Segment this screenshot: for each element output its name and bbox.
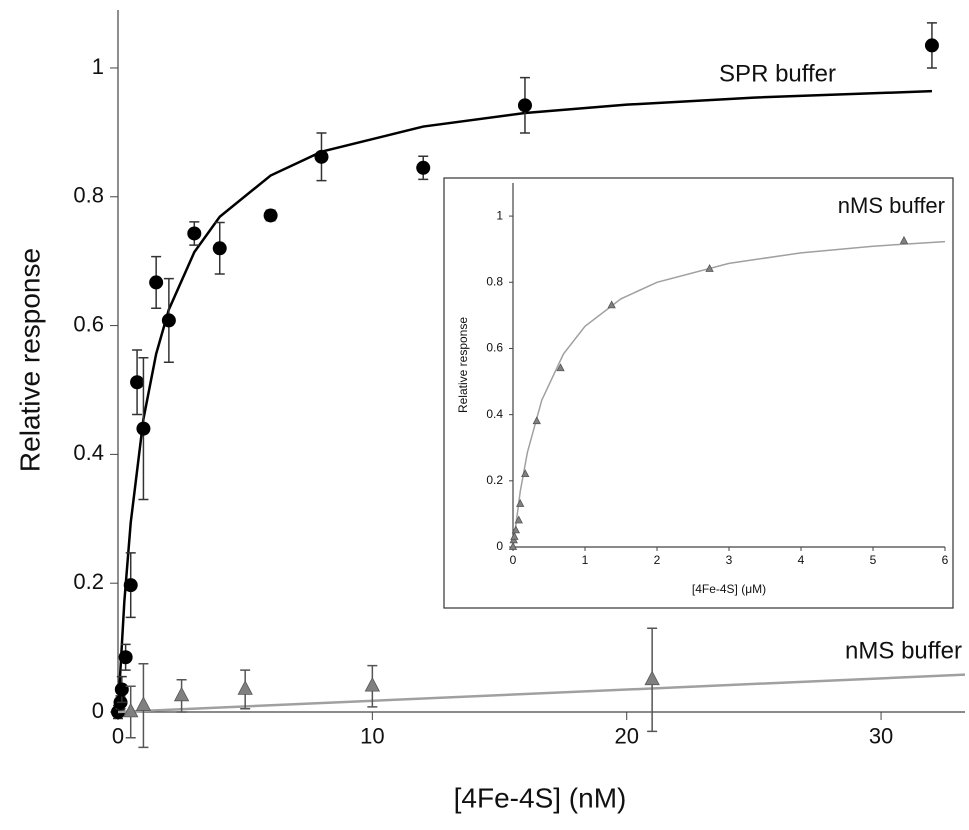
- data-point: [123, 702, 139, 718]
- fit-curve: [512, 240, 946, 548]
- data-point: [123, 578, 138, 593]
- y-tick-label: 0.4: [486, 407, 503, 421]
- y-axis-title: Relative response: [14, 248, 45, 472]
- x-tick-label: 0: [112, 723, 124, 748]
- x-tick-label: 30: [869, 723, 893, 748]
- fit-curve: [117, 673, 966, 714]
- y-tick-label: 1: [496, 208, 503, 222]
- data-point: [136, 421, 151, 436]
- data-point: [521, 469, 530, 478]
- x-tick-label: 5: [870, 553, 877, 567]
- x-tick-label: 20: [614, 723, 638, 748]
- data-point: [516, 498, 525, 507]
- y-axis-title: Relative response: [456, 317, 470, 413]
- inset-frame: [443, 177, 954, 609]
- data-point: [118, 650, 133, 665]
- y-tick-label: 1: [92, 54, 104, 79]
- data-point: [532, 416, 541, 425]
- y-tick-label: 0.6: [73, 311, 104, 336]
- data-point: [263, 208, 278, 223]
- data-point: [511, 525, 521, 534]
- data-point: [212, 241, 227, 256]
- x-tick-label: 4: [798, 553, 805, 567]
- data-point: [237, 680, 253, 695]
- x-tick-label: 2: [654, 553, 661, 567]
- data-point: [173, 686, 190, 702]
- x-axis-title: [4Fe-4S] (μM): [692, 582, 766, 596]
- x-tick-label: 1: [582, 553, 589, 567]
- fit-curve: [116, 89, 932, 713]
- data-point: [556, 363, 565, 372]
- x-axis-title: [4Fe-4S] (nM): [454, 782, 627, 813]
- y-tick-label: 0.2: [73, 569, 104, 594]
- data-point: [508, 541, 518, 550]
- data-point: [514, 515, 523, 524]
- data-point: [187, 226, 202, 241]
- series-label: nMS buffer: [845, 637, 962, 664]
- data-point: [149, 275, 164, 290]
- data-point: [510, 532, 519, 540]
- data-point: [314, 149, 329, 164]
- x-tick-label: 6: [942, 553, 949, 567]
- data-point: [364, 676, 381, 692]
- y-tick-label: 0: [496, 539, 503, 553]
- y-tick-label: 0.8: [486, 274, 503, 288]
- data-point: [705, 263, 714, 272]
- data-point: [114, 682, 129, 697]
- data-point: [130, 375, 145, 390]
- x-tick-label: 3: [726, 553, 733, 567]
- series-label: SPR buffer: [719, 60, 836, 87]
- y-tick-label: 0.2: [486, 473, 503, 487]
- x-tick-label: 0: [510, 553, 517, 567]
- data-point: [517, 98, 532, 113]
- data-point: [161, 313, 176, 328]
- y-tick-label: 0.6: [486, 341, 503, 355]
- data-point: [924, 38, 939, 53]
- y-tick-label: 0: [92, 698, 104, 723]
- data-point: [135, 696, 152, 711]
- y-tick-label: 0.4: [73, 440, 104, 465]
- data-point: [416, 160, 431, 175]
- data-point: [607, 300, 616, 309]
- series-label: nMS buffer: [838, 193, 945, 218]
- data-point: [899, 235, 909, 244]
- data-point: [644, 670, 660, 686]
- y-tick-label: 0.8: [73, 183, 104, 208]
- x-tick-label: 10: [360, 723, 384, 748]
